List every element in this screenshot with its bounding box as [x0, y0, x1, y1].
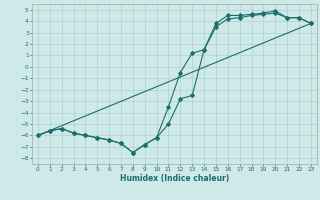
- X-axis label: Humidex (Indice chaleur): Humidex (Indice chaleur): [120, 174, 229, 183]
